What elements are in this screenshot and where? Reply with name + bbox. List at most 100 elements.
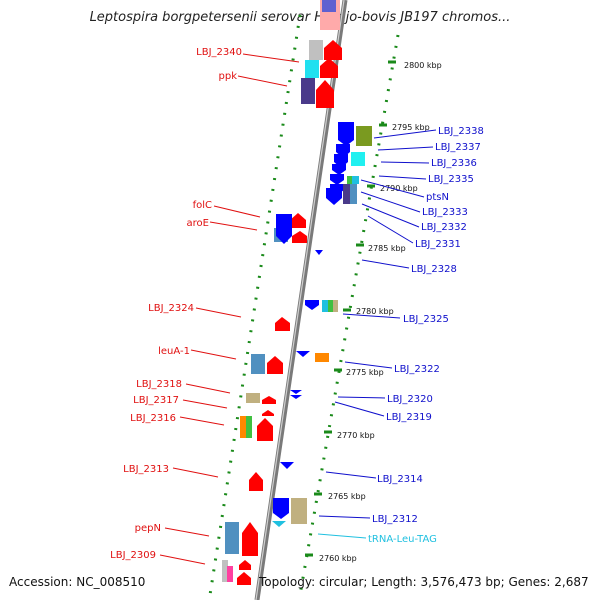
gene-feature <box>275 317 290 331</box>
gene-feature <box>315 353 329 362</box>
gene-feature <box>227 566 233 582</box>
gene-label[interactable]: LBJ_2332 <box>421 222 467 233</box>
scale-label: 2765 kbp <box>328 492 366 501</box>
gene-label[interactable]: LBJ_2338 <box>438 126 484 137</box>
gene-label[interactable]: ptsN <box>426 192 449 203</box>
reverse-cog-boxes <box>291 126 372 524</box>
gene-label[interactable]: pepN <box>135 523 161 534</box>
gene-feature <box>332 164 346 175</box>
scale-label: 2770 kbp <box>337 431 375 440</box>
gene-label[interactable]: LBJ_2333 <box>422 207 468 218</box>
gene-feature <box>225 522 239 554</box>
scale-label: 2775 kbp <box>346 368 384 377</box>
gene-feature <box>322 0 336 12</box>
reverse-genes <box>272 0 354 527</box>
gene-label[interactable]: LBJ_2314 <box>377 474 423 485</box>
gene-feature <box>343 184 350 204</box>
scale-label: 2785 kbp <box>368 244 406 253</box>
gene-feature <box>333 300 338 312</box>
scale-labels: 2800 kbp 2795 kbp 2790 kbp 2785 kbp 2780… <box>319 61 442 563</box>
gene-label[interactable]: LBJ_2324 <box>148 303 194 314</box>
scale-label: 2780 kbp <box>356 307 394 316</box>
gene-label[interactable]: LBJ_2317 <box>133 395 179 406</box>
gene-feature <box>262 396 276 404</box>
topology-text: Topology: circular; Length: 3,576,473 bp… <box>259 575 589 589</box>
gene-label[interactable]: LBJ_2337 <box>435 142 481 153</box>
gene-label[interactable]: LBJ_2313 <box>123 464 169 475</box>
gene-label[interactable]: folC <box>193 200 212 211</box>
gene-feature <box>280 462 294 469</box>
gene-feature <box>249 472 263 491</box>
gene-feature <box>347 176 352 184</box>
gene-label[interactable]: LBJ_2312 <box>372 514 418 525</box>
gene-feature <box>326 188 342 205</box>
gene-feature <box>352 176 359 184</box>
gene-label[interactable]: LBJ_2309 <box>110 550 156 561</box>
scale-ticks <box>305 60 396 557</box>
forward-cog-boxes <box>222 40 323 582</box>
gene-feature <box>242 522 258 556</box>
gene-feature <box>350 184 357 204</box>
gene-feature <box>290 395 302 399</box>
gene-label[interactable]: LBJ_2335 <box>428 174 474 185</box>
gene-feature <box>351 152 365 166</box>
gene-feature <box>309 40 323 60</box>
gene-label[interactable]: LBJ_2319 <box>386 412 432 423</box>
gene-feature <box>305 60 319 78</box>
gene-label[interactable]: LBJ_2336 <box>431 158 477 169</box>
gene-feature <box>322 300 328 312</box>
gene-label[interactable]: tRNA-Leu-TAG <box>368 534 437 545</box>
gene-feature <box>291 498 307 524</box>
gene-label[interactable]: LBJ_2325 <box>403 314 449 325</box>
leader-line-trna <box>317 533 367 539</box>
gene-feature <box>246 393 260 403</box>
gene-feature <box>262 410 274 416</box>
forward-genes <box>237 0 342 585</box>
gene-feature <box>240 416 246 438</box>
leader-lines-right <box>318 129 437 519</box>
gene-label[interactable]: LBJ_2328 <box>411 264 457 275</box>
gene-feature <box>222 560 228 582</box>
gene-label[interactable]: LBJ_2340 <box>196 47 242 58</box>
right-labels: LBJ_2338 LBJ_2337 LBJ_2336 LBJ_2335 ptsN… <box>368 126 484 545</box>
leader-lines-left <box>159 53 300 565</box>
gene-label[interactable]: LBJ_2331 <box>415 239 461 250</box>
gene-feature <box>320 58 338 78</box>
left-labels: LBJ_2340 ppk folC aroE LBJ_2324 leuA-1 L… <box>110 47 242 561</box>
gene-feature <box>276 214 292 244</box>
gene-feature <box>290 390 302 394</box>
gene-feature <box>316 80 334 108</box>
gene-label[interactable]: LBJ_2320 <box>387 394 433 405</box>
gene-feature <box>296 351 310 357</box>
scale-label: 2790 kbp <box>380 184 418 193</box>
scale-label: 2800 kbp <box>404 61 442 70</box>
scale-line-right <box>298 34 400 596</box>
gene-feature <box>292 231 307 243</box>
gene-feature <box>328 300 334 312</box>
gene-label[interactable]: aroE <box>187 218 209 229</box>
scale-label: 2795 kbp <box>392 123 430 132</box>
gene-feature <box>356 126 372 146</box>
gene-label[interactable]: leuA-1 <box>158 346 190 357</box>
gene-feature <box>315 250 323 255</box>
gene-label[interactable]: ppk <box>219 71 238 82</box>
gene-feature <box>273 498 289 519</box>
gene-label[interactable]: LBJ_2322 <box>394 364 440 375</box>
gene-feature <box>290 213 306 228</box>
gene-feature <box>251 354 265 374</box>
gene-label[interactable]: LBJ_2318 <box>136 379 182 390</box>
accession-text: Accession: NC_008510 <box>9 575 146 589</box>
gene-feature <box>267 356 283 374</box>
gene-feature <box>305 300 319 310</box>
gene-feature <box>237 572 251 585</box>
gene-feature <box>257 418 273 441</box>
trna-feature <box>272 521 286 527</box>
gene-label[interactable]: LBJ_2316 <box>130 413 176 424</box>
gene-feature <box>239 560 251 570</box>
gene-feature <box>338 122 354 146</box>
gene-feature <box>324 40 342 60</box>
scale-label: 2760 kbp <box>319 554 357 563</box>
gene-feature <box>246 416 252 438</box>
map-title: Leptospira borgpetersenii serovar Hardjo… <box>89 10 511 25</box>
